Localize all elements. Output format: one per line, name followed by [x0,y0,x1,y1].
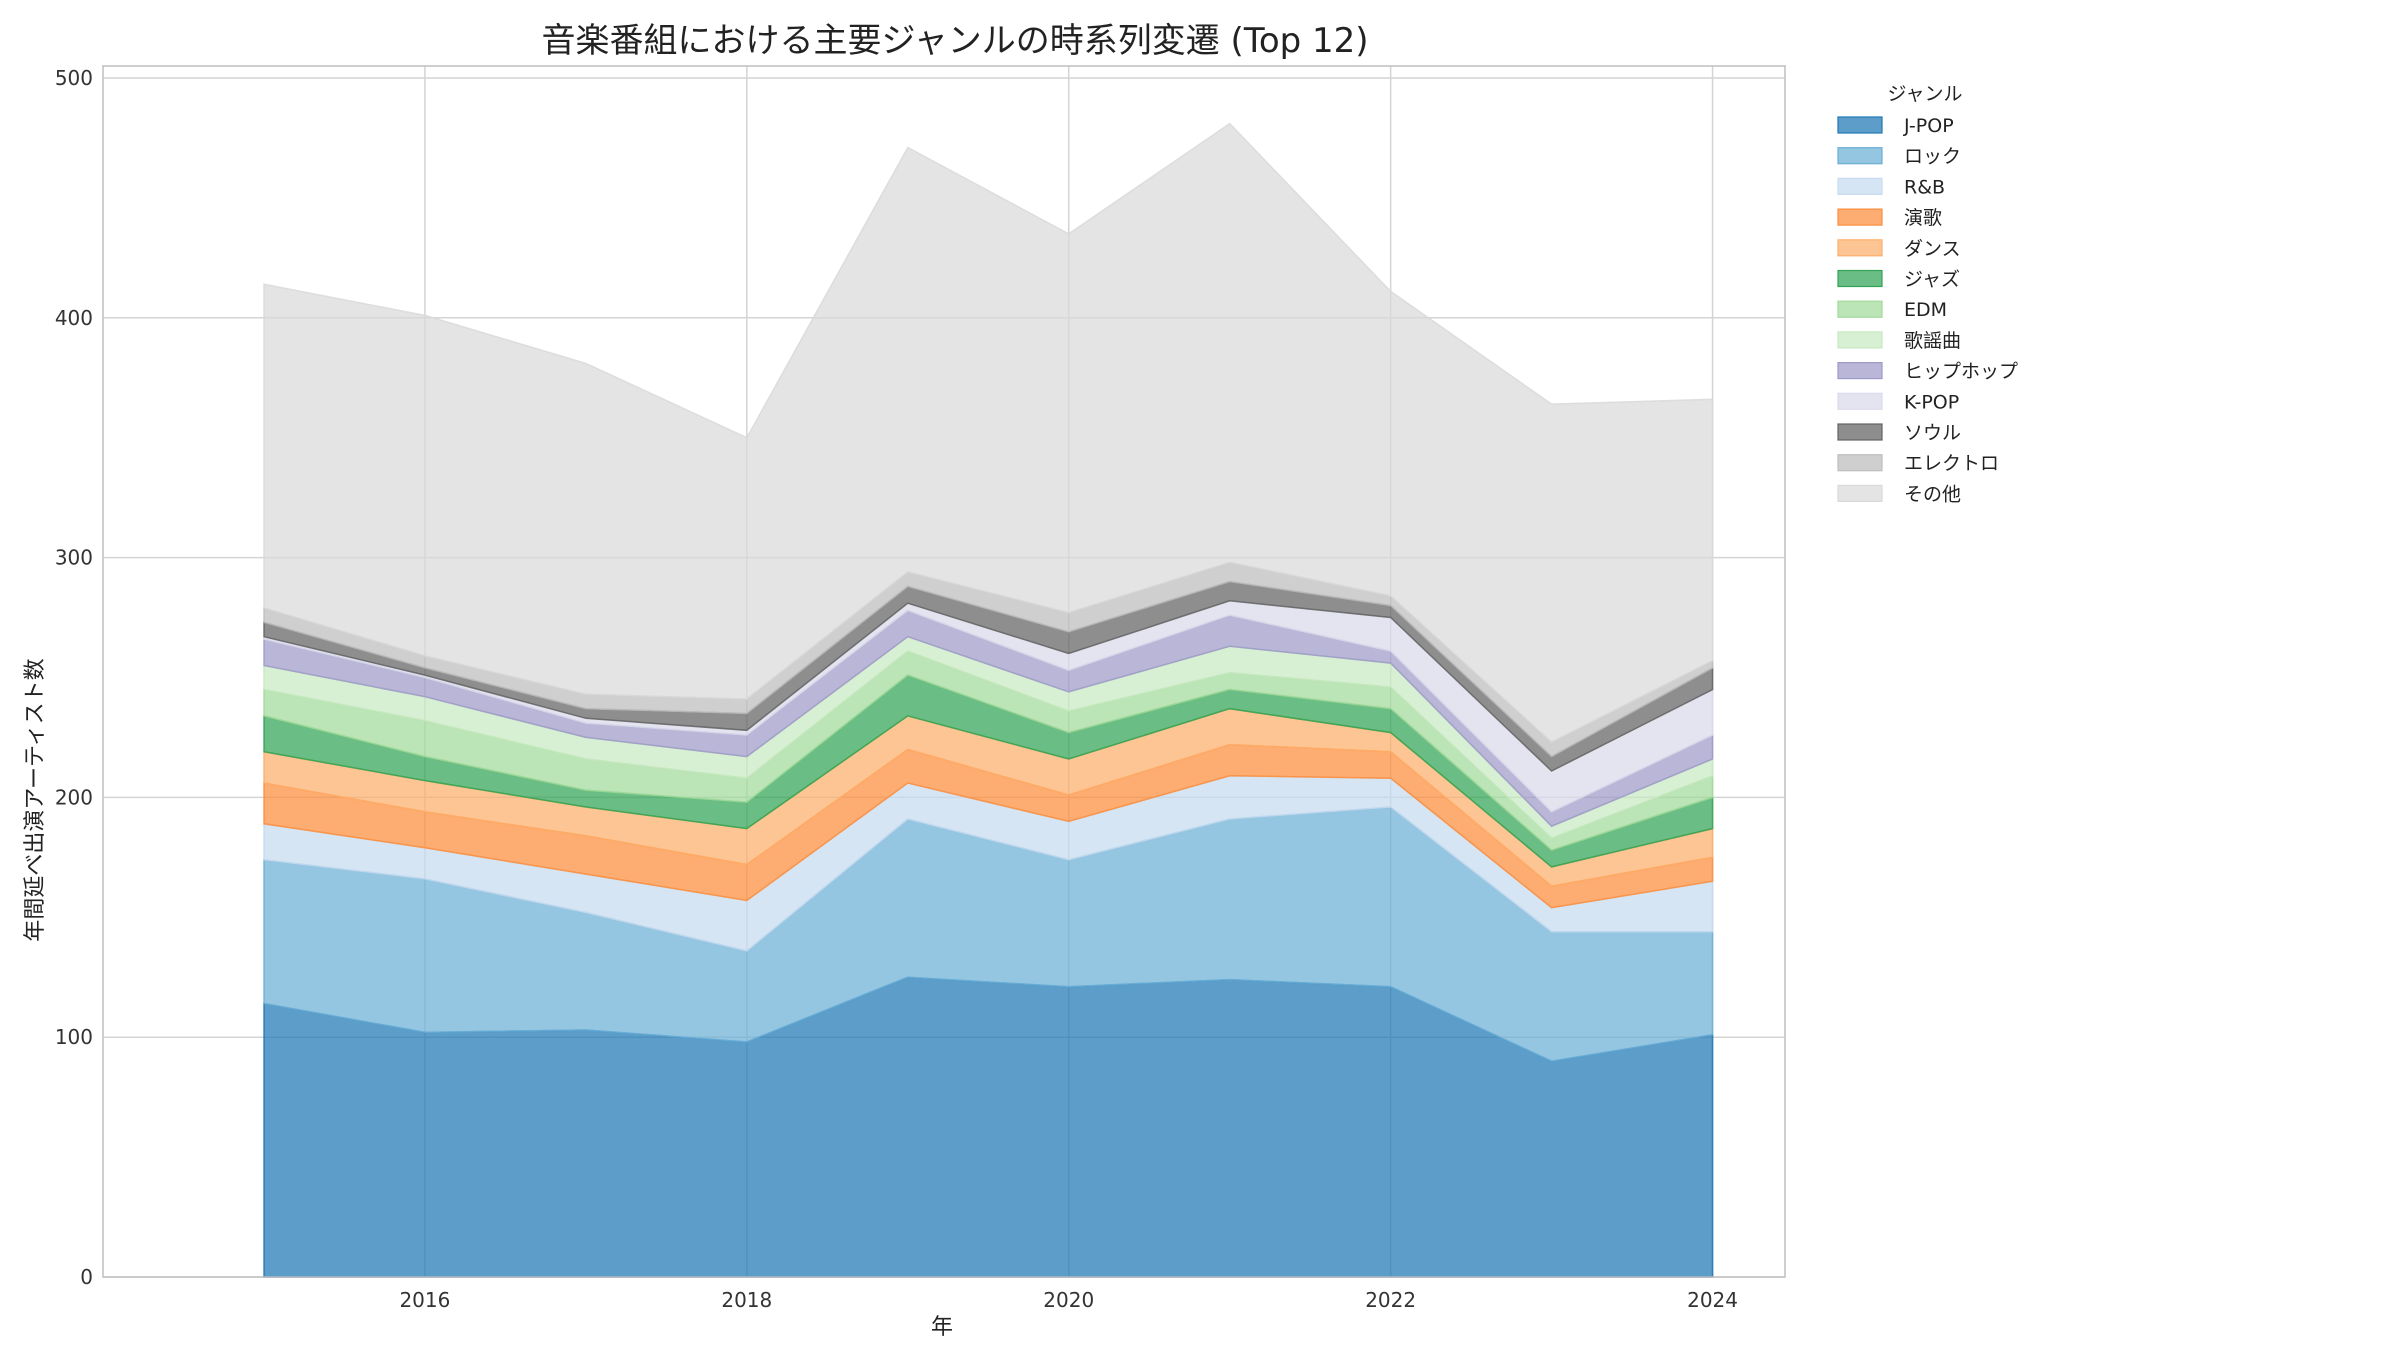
x-tick-label: 2018 [721,1288,772,1312]
x-tick-label: 2016 [399,1288,450,1312]
legend-swatch [1837,454,1883,472]
x-axis-label: 年 [931,1315,953,1340]
legend-label: ロック [1904,146,1961,168]
y-tick-label: 500 [55,66,93,90]
y-tick-label: 0 [80,1265,93,1289]
legend-label: その他 [1904,483,1961,505]
legend-label: J-POP [1903,115,1954,137]
legend-label: EDM [1904,299,1947,321]
legend-swatch [1837,116,1883,134]
legend-label: 演歌 [1904,207,1942,229]
y-tick-label: 100 [55,1025,93,1049]
legend-swatch [1837,423,1883,441]
legend-label: エレクトロ [1904,453,1999,475]
x-tick-label: 2022 [1365,1288,1416,1312]
legend-label: K-POP [1904,391,1959,413]
plot-border [102,65,1786,1278]
legend-swatch [1837,208,1883,226]
legend-swatch [1837,147,1883,165]
legend-swatch [1837,392,1883,410]
legend-label: ヒップホップ [1904,361,2018,383]
chart-title: 音楽番組における主要ジャンルの時系列変遷 (Top 12) [541,21,1368,61]
tick-labels: 2016 2018 2020 2022 2024 0 100 200 300 400 500 [55,66,1738,1312]
legend-label: ダンス [1904,238,1961,260]
legend-swatch [1837,177,1883,195]
series-areas [263,122,1714,1278]
area-その他 [263,122,1714,744]
y-axis-label: 年間延べ出演アーティスト数 [23,658,48,941]
legend-swatch [1837,331,1883,349]
y-tick-label: 300 [55,546,93,570]
legend-swatch [1837,362,1883,380]
legend-label: ソウル [1904,422,1961,444]
x-tick-label: 2024 [1687,1288,1738,1312]
legend-label: 歌謡曲 [1904,330,1961,352]
y-tick-label: 400 [55,306,93,330]
legend-swatch [1837,484,1883,502]
legend-title: ジャンル [1887,83,1962,105]
legend-label: ジャズ [1904,269,1960,291]
plot-frame [102,65,1786,1278]
legend-label: R&B [1904,176,1945,198]
x-tick-label: 2020 [1043,1288,1094,1312]
y-tick-label: 200 [55,785,93,809]
legend-swatch [1837,239,1883,257]
legend-swatch [1837,269,1883,288]
legend-swatch [1837,300,1883,318]
